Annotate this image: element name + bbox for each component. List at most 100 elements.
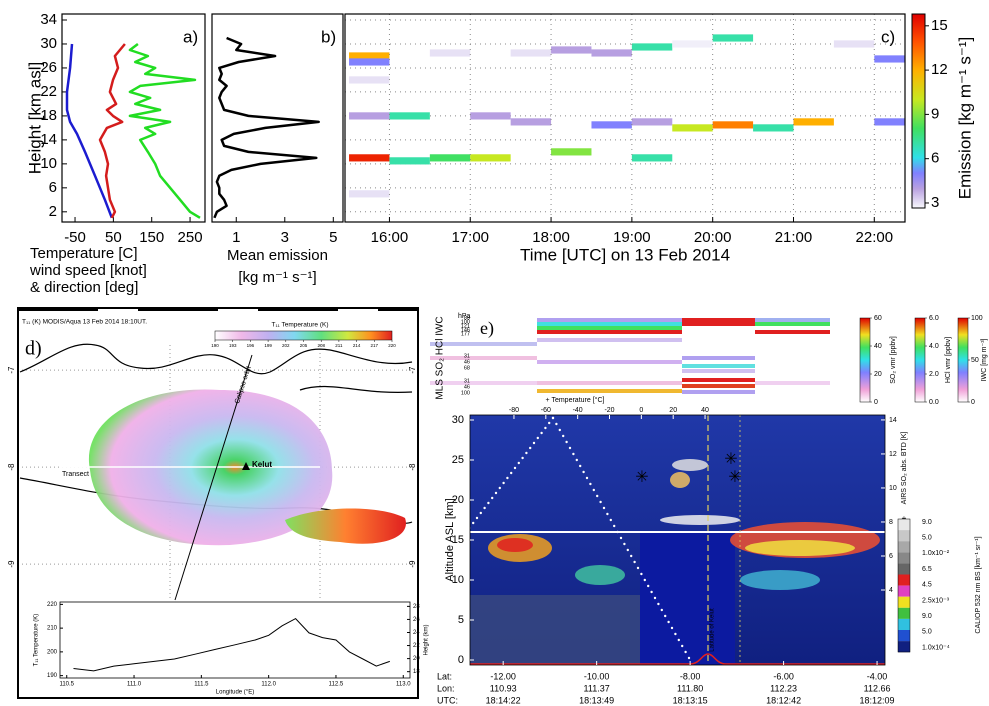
heat-cell [631,43,673,51]
heat-cell [429,49,471,57]
colorbar-title: IWC [mg m⁻³] [981,338,988,381]
aerosol-layer [575,565,625,585]
x2-tick-label: 40 [701,407,709,414]
pressure-label: 31 [464,378,470,384]
mls-cell [537,338,682,342]
mls-cell [537,360,682,364]
heat-cell [712,34,754,42]
heat-cell [631,118,673,126]
y-tick-label: 26 [40,59,57,76]
x-tick-label: 18:00 [532,229,570,246]
panel-label: b) [321,27,336,46]
colorbar-tick-label: 1.0x10⁻⁴ [922,644,950,651]
heat-cell [672,40,713,48]
colorbar [214,330,393,341]
heat-cell [349,154,390,162]
x-tick-label: 20:00 [694,229,732,246]
temperature-dot [636,566,640,570]
colorbar-title: CALIOP 532 nm BS [km⁻¹ sr⁻¹] [975,536,982,633]
aerosol-layer [745,540,855,556]
x-tick-label: 19:00 [613,229,651,246]
caliop-colorbar [898,607,910,619]
heat-cell [349,58,390,66]
temperature-dot [532,441,536,445]
pressure-label: 83 [464,315,470,321]
aerosol-layer [740,570,820,590]
y-axis-title: Altitude ASL [km] [444,498,456,581]
y-tick-label: 14 [40,131,57,148]
temperature-dot [544,426,547,430]
temperature-dot [653,596,657,600]
heat-cell [389,112,430,120]
temperature-dot [483,506,486,510]
temperature-dot [562,434,565,438]
x-tick-label: 112.5 [329,682,344,688]
y2-tick-label: 4 [889,587,893,594]
y-tick-label: 220 [47,602,58,608]
lat-label: -7 [7,366,16,374]
y-tick-label: 0 [458,654,464,666]
panel-label: c) [881,27,895,46]
pressure-label: 146 [461,327,470,333]
y-tick-label: 15 [452,534,464,546]
profile-line [98,43,126,219]
heat-cell [349,52,390,60]
utc-label: 18:12:42 [766,695,801,705]
y-tick-label: 10 [40,155,57,172]
x2-tick-label: -40 [573,407,583,414]
temperature-dot [472,521,475,525]
x-tick-label: 21:00 [775,229,813,246]
colorbar-tick-label: 196 [247,343,255,348]
caliop-colorbar [898,530,910,542]
colorbar-tick-label: 193 [229,343,237,348]
row-title: UTC: [437,695,458,705]
heat-cell [753,124,794,132]
temperature-dot [548,421,551,425]
temperature-dot [616,530,619,534]
heat-cell [874,118,905,126]
x-tick-label: -12.00 [490,671,516,681]
heat-cell [349,112,390,120]
temperature-dot [609,518,612,522]
orbit [174,354,253,601]
pressure-label: 100 [461,390,470,396]
colorbar-tick-label: 217 [371,343,379,348]
temperature-dot [494,491,498,495]
temperature-dot [613,524,616,528]
temperature-dot [660,608,663,612]
kelut-label: Latitude of Kelut [710,608,716,652]
y2-axis-title: AIRS SO₂ abs. BTD [K] [901,432,908,505]
y2-axis-title: Height (km) [424,624,430,655]
y-tick-label: 25 [452,454,464,466]
y2-tick-label: 6 [889,553,893,560]
temperature-dot [572,452,575,456]
profile-line [128,43,201,219]
x2-tick-label: -20 [604,407,614,414]
mls-cell [537,389,682,393]
y-tick-label: 30 [40,35,57,52]
x-tick-label: 250 [178,229,203,246]
y2-tick-label: 28 [413,604,420,610]
x-tick-label: 150 [139,229,164,246]
caliop-colorbar [898,519,910,531]
y2-tick-label: 10 [889,485,897,492]
colorbar-tick-label: 220 [388,343,396,348]
heat-cell [672,124,713,132]
temperature-dot [619,536,623,540]
pressure-label: 68 [464,365,470,371]
colorbar-tick-label: 40 [874,343,882,350]
coastline [19,343,413,394]
colorbar-tick-label: 2.5x10⁻³ [922,597,950,604]
colorbar-title: Emission [kg m⁻¹ s⁻¹] [955,37,974,199]
colorbar-tick-label: 4.0 [929,343,939,350]
temperature-dot [681,644,684,648]
airs-marker: ✳ [635,469,648,486]
temperature-dot [510,471,513,475]
lat-label: -7 [408,366,417,374]
y2-tick-label: 18 [413,669,420,675]
row-title: Lat: [437,671,452,681]
temperature-dot [647,584,650,588]
colorbar [914,317,926,403]
colorbar [911,13,926,209]
